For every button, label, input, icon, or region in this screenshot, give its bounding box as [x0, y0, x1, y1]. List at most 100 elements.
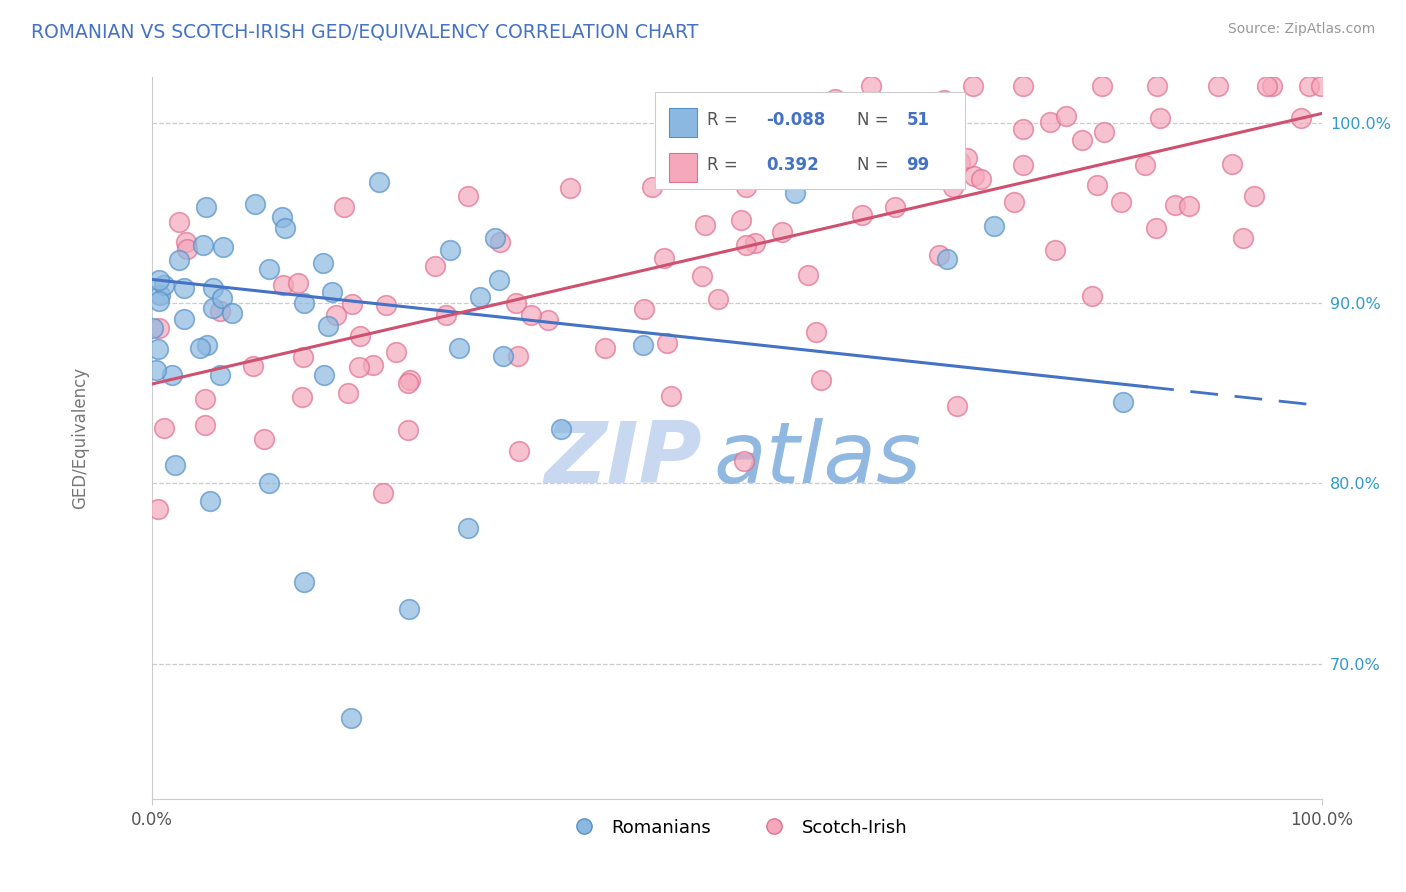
Point: [1092, 125, 1115, 139]
Point: [176, 242, 198, 256]
Point: [1043, 243, 1066, 257]
Text: ROMANIAN VS SCOTCH-IRISH GED/EQUIVALENCY CORRELATION CHART: ROMANIAN VS SCOTCH-IRISH GED/EQUIVALENCY…: [31, 22, 699, 41]
Point: [593, 341, 616, 355]
Point: [195, 338, 218, 352]
Point: [735, 238, 758, 252]
Point: [770, 225, 793, 239]
Legend: Romanians, Scotch-Irish: Romanians, Scotch-Irish: [560, 812, 914, 844]
Point: [970, 172, 993, 186]
Point: [695, 219, 717, 233]
Point: [148, 321, 170, 335]
Point: [928, 248, 950, 262]
Point: [423, 259, 446, 273]
Point: [148, 273, 170, 287]
Point: [936, 252, 959, 266]
Point: [349, 359, 371, 374]
Point: [1081, 289, 1104, 303]
Point: [1012, 121, 1035, 136]
Point: [194, 392, 217, 407]
Point: [167, 215, 190, 229]
Point: [519, 308, 541, 322]
Point: [142, 321, 165, 335]
Point: [201, 301, 224, 316]
Point: [657, 335, 679, 350]
Point: [744, 236, 766, 251]
Point: [1002, 195, 1025, 210]
Point: [160, 368, 183, 382]
FancyBboxPatch shape: [669, 108, 697, 136]
Point: [1039, 115, 1062, 129]
Point: [321, 285, 343, 299]
Point: [633, 301, 655, 316]
Point: [1091, 79, 1114, 94]
Point: [1146, 79, 1168, 94]
Point: [806, 326, 828, 340]
Point: [291, 390, 314, 404]
Text: atlas: atlas: [713, 418, 921, 501]
Point: [173, 280, 195, 294]
Text: Source: ZipAtlas.com: Source: ZipAtlas.com: [1227, 22, 1375, 37]
Point: [704, 104, 727, 119]
Point: [949, 154, 972, 169]
Text: 99: 99: [907, 156, 929, 174]
Point: [946, 399, 969, 413]
Point: [257, 476, 280, 491]
Point: [398, 602, 420, 616]
Point: [339, 711, 361, 725]
Point: [1135, 158, 1157, 172]
Point: [384, 345, 406, 359]
Point: [1112, 395, 1135, 409]
Point: [641, 180, 664, 194]
Point: [488, 272, 510, 286]
Point: [484, 231, 506, 245]
Point: [457, 521, 479, 535]
Point: [153, 277, 176, 292]
Point: [167, 253, 190, 268]
Point: [193, 237, 215, 252]
Point: [194, 200, 217, 214]
Point: [1149, 111, 1171, 125]
Point: [291, 350, 314, 364]
Point: [733, 454, 755, 468]
Point: [148, 501, 170, 516]
Point: [883, 201, 905, 215]
Point: [537, 312, 560, 326]
Text: N =: N =: [858, 156, 889, 174]
Point: [270, 210, 292, 224]
Point: [860, 79, 883, 94]
Point: [1054, 109, 1077, 123]
Point: [287, 276, 309, 290]
FancyBboxPatch shape: [669, 153, 697, 182]
Point: [1071, 133, 1094, 147]
Point: [851, 208, 873, 222]
Point: [1289, 111, 1312, 125]
Point: [735, 180, 758, 194]
Point: [505, 296, 527, 310]
Point: [1261, 79, 1284, 94]
FancyBboxPatch shape: [655, 92, 965, 189]
Point: [242, 359, 264, 373]
Point: [332, 201, 354, 215]
Point: [631, 338, 654, 352]
Point: [201, 281, 224, 295]
Point: [434, 308, 457, 322]
Y-axis label: GED/Equivalency: GED/Equivalency: [72, 368, 89, 509]
Point: [396, 423, 419, 437]
Point: [314, 368, 336, 382]
Point: [1178, 199, 1201, 213]
Point: [560, 181, 582, 195]
Point: [810, 373, 832, 387]
Point: [312, 256, 335, 270]
Point: [1206, 79, 1229, 94]
Point: [1144, 220, 1167, 235]
Point: [1220, 157, 1243, 171]
Point: [797, 268, 820, 283]
Point: [318, 319, 340, 334]
Point: [149, 287, 172, 301]
Point: [659, 389, 682, 403]
Text: ZIP: ZIP: [544, 418, 702, 501]
Point: [963, 169, 986, 183]
Point: [398, 372, 420, 386]
Text: 51: 51: [907, 112, 929, 129]
Text: N =: N =: [858, 112, 889, 129]
